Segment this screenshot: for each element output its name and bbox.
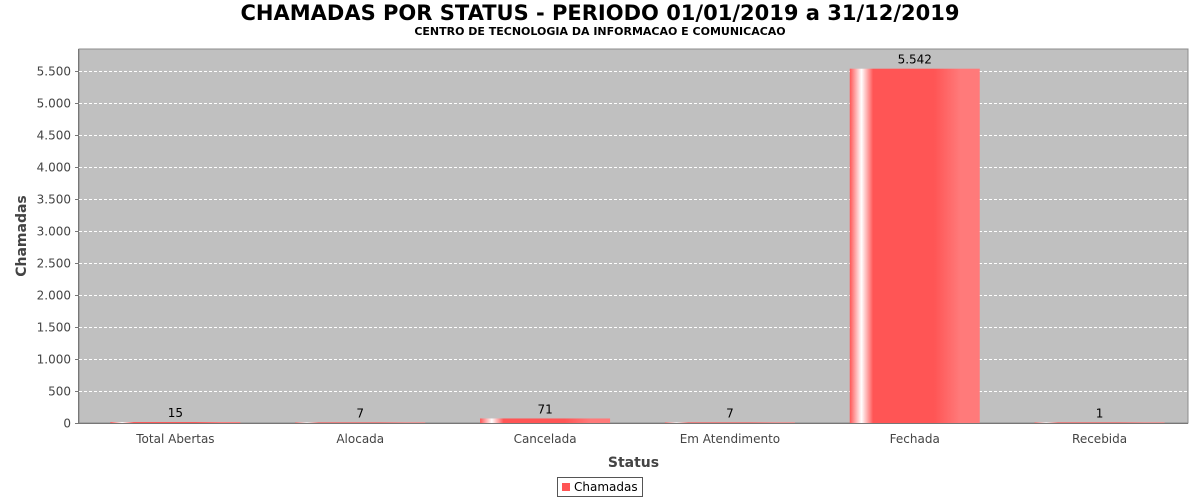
data-label: 1 — [1096, 406, 1104, 420]
axes: 0 500 1.000 1.500 2.000 2.500 3.000 3.500 4.000 4… — [37, 49, 1188, 446]
y-tick-label: 3.000 — [37, 225, 71, 239]
bar — [295, 422, 426, 423]
bar — [1034, 422, 1165, 423]
legend-label-chamadas: Chamadas — [574, 480, 638, 494]
data-label: 7 — [356, 406, 364, 420]
data-label: 71 — [537, 402, 552, 416]
y-tick-label: 0 — [63, 417, 71, 431]
y-tick-label: 1.500 — [37, 321, 71, 335]
x-tick-label: Recebida — [1072, 432, 1127, 446]
legend-swatch — [562, 483, 570, 491]
y-tick-label: 1.000 — [37, 353, 71, 367]
plot-area — [78, 48, 1189, 424]
x-tick-label: Total Abertas — [135, 432, 214, 446]
x-tick-label: Fechada — [890, 432, 940, 446]
data-label: 5.542 — [898, 53, 932, 67]
x-tick-label: Cancelada — [514, 432, 577, 446]
data-label: 7 — [726, 406, 734, 420]
y-tick-label: 2.500 — [37, 257, 71, 271]
bar — [664, 422, 795, 423]
data-label: 15 — [168, 406, 183, 420]
y-tick-label: 5.500 — [37, 65, 71, 79]
y-axis-title: Chamadas — [14, 195, 30, 277]
chart-subtitle: CENTRO DE TECNOLOGIA DA INFORMACAO E COM… — [414, 25, 786, 38]
x-tick-label: Alocada — [336, 432, 384, 446]
legend: Chamadas — [557, 477, 643, 497]
chart-title: CHAMADAS POR STATUS - PERIODO 01/01/2019… — [240, 1, 960, 25]
bar — [110, 422, 241, 423]
y-tick-label: 3.500 — [37, 193, 71, 207]
bar — [849, 68, 980, 423]
y-tick-label: 2.000 — [37, 289, 71, 303]
x-tick-label: Em Atendimento — [680, 432, 780, 446]
y-tick-label: 5.000 — [37, 97, 71, 111]
y-tick-label: 4.000 — [37, 161, 71, 175]
y-tick-label: 500 — [48, 385, 71, 399]
y-tick-label: 4.500 — [37, 129, 71, 143]
bar — [480, 418, 611, 423]
x-axis-title: Status — [608, 455, 659, 471]
bars: 15 7 71 7 5.542 1 — [110, 53, 1165, 423]
